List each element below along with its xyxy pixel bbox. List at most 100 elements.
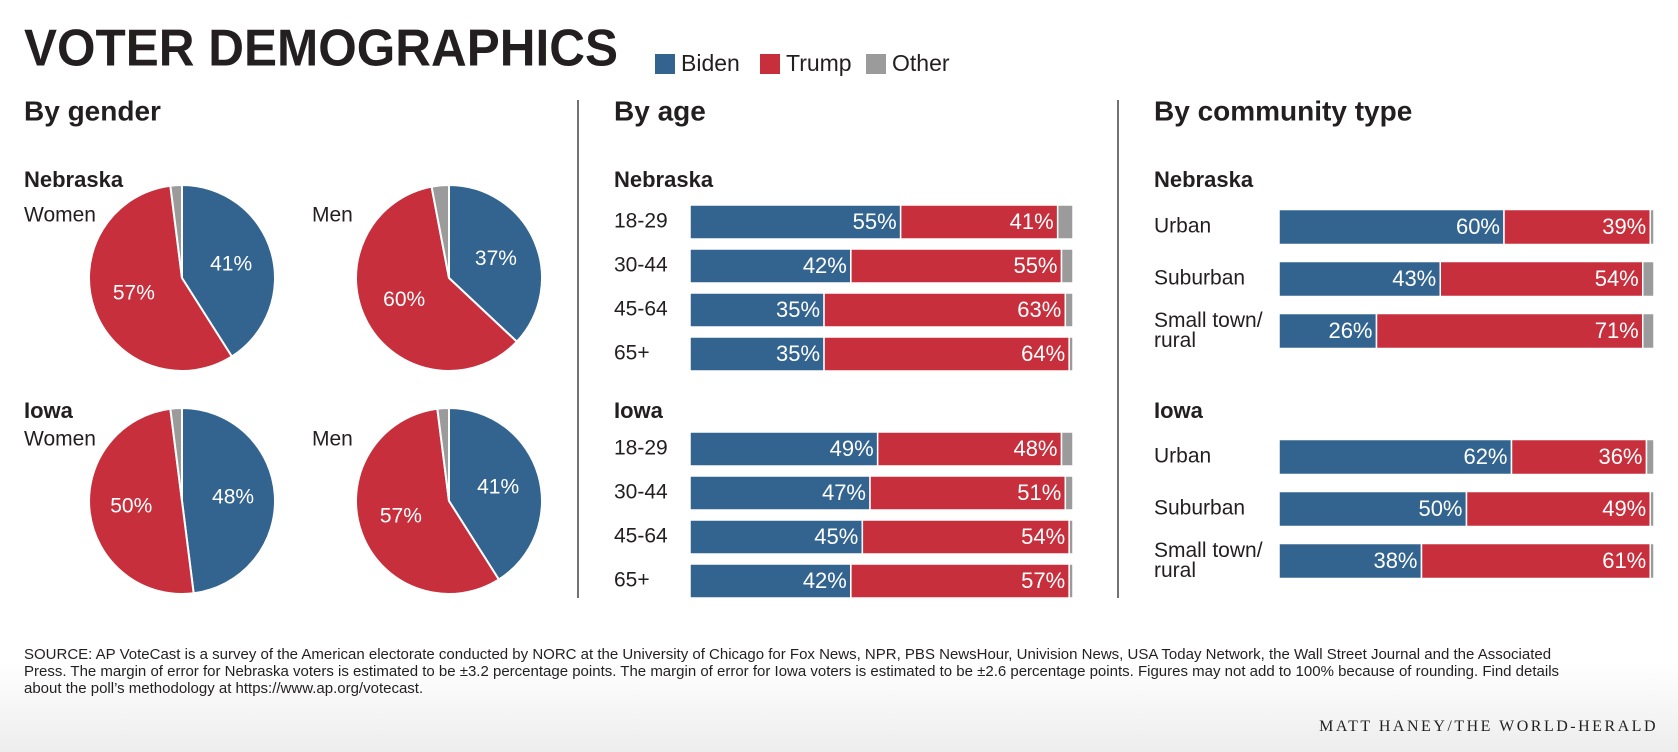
bar-segment: [1375, 312, 1644, 350]
state-label: Nebraska: [614, 167, 714, 192]
value-label: 37%: [475, 247, 517, 270]
bar-segment: [1068, 563, 1074, 599]
pie-slice: [169, 183, 183, 279]
category-label: Suburban: [1154, 267, 1245, 290]
category-label: 18-29: [614, 437, 668, 460]
value-label: 47%: [822, 480, 866, 505]
value-label: 60%: [383, 288, 425, 311]
bar-segment: [1642, 312, 1655, 350]
pie-label: Women: [24, 204, 96, 227]
bar-segment: [861, 519, 1070, 555]
value-label: 51%: [1017, 480, 1061, 505]
category-label: 30-44: [614, 254, 668, 277]
legend-swatch: [655, 54, 675, 74]
state-label: Nebraska: [1154, 167, 1254, 192]
bar-segment: [1278, 490, 1468, 528]
bar-segment: [689, 475, 871, 511]
category-label: 18-29: [614, 210, 668, 233]
bar-segment: [689, 431, 879, 467]
bar-segment: [1060, 431, 1074, 467]
legend-swatch: [866, 54, 886, 74]
bar-segment: [1064, 292, 1074, 328]
category-label: Small town/rural: [1154, 309, 1263, 352]
bar-segment: [899, 204, 1059, 240]
pie-slice: [88, 407, 195, 595]
value-label: 57%: [380, 504, 422, 527]
value-label: 60%: [1456, 214, 1500, 239]
value-label: 54%: [1021, 524, 1065, 549]
bar-segment: [823, 336, 1070, 372]
credit: MATT HANEY/THE WORLD-HERALD: [1319, 718, 1658, 735]
value-label: 36%: [1598, 444, 1642, 469]
value-label: 55%: [1013, 253, 1057, 278]
value-label: 35%: [776, 341, 820, 366]
bar-segment: [1465, 490, 1651, 528]
value-label: 45%: [814, 524, 858, 549]
value-label: 41%: [477, 476, 519, 499]
bar-segment: [689, 248, 852, 284]
bar-segment: [823, 292, 1067, 328]
state-label: Nebraska: [24, 167, 124, 192]
value-label: 64%: [1021, 341, 1065, 366]
value-label: 42%: [803, 253, 847, 278]
value-label: 62%: [1463, 444, 1507, 469]
section-title: By age: [614, 95, 706, 126]
value-label: 50%: [1418, 496, 1462, 521]
value-label: 71%: [1595, 318, 1639, 343]
category-label: Suburban: [1154, 497, 1245, 520]
value-label: 38%: [1373, 548, 1417, 573]
bar-segment: [850, 248, 1063, 284]
pie-slice: [436, 406, 450, 502]
pie-slice: [355, 407, 501, 595]
pie-slice: [448, 183, 543, 344]
chart: VOTER DEMOGRAPHICS Biden Trump Other By gen…: [24, 20, 1655, 599]
state-label: Iowa: [614, 398, 664, 423]
bar-segment: [1649, 490, 1655, 528]
bar-segment: [689, 519, 864, 555]
value-label: 35%: [776, 297, 820, 322]
category-label: Urban: [1154, 445, 1211, 468]
value-label: 57%: [1021, 568, 1065, 593]
pie-slice: [181, 406, 276, 595]
value-label: 41%: [210, 253, 252, 276]
category-label: 45-64: [614, 525, 668, 548]
value-label: 48%: [212, 486, 254, 509]
bar-segment: [876, 431, 1063, 467]
category-label: 65+: [614, 342, 650, 365]
bar-segment: [1278, 312, 1378, 350]
value-label: 54%: [1595, 266, 1639, 291]
bar-segment: [1642, 260, 1655, 298]
value-label: 55%: [853, 209, 897, 234]
category-label: Urban: [1154, 215, 1211, 238]
bar-segment: [1278, 542, 1423, 580]
state-label: Iowa: [1154, 398, 1204, 423]
pie-slice: [355, 185, 519, 372]
value-label: 49%: [830, 436, 874, 461]
pie-slice: [88, 184, 234, 372]
bar-segment: [689, 336, 825, 372]
bar-segment: [1056, 204, 1074, 240]
value-label: 63%: [1017, 297, 1061, 322]
bar-segment: [1278, 208, 1505, 246]
bar-segment: [1068, 519, 1074, 555]
value-label: 48%: [1013, 436, 1057, 461]
pie-slice: [430, 183, 450, 279]
bar-segment: [850, 563, 1070, 599]
bar-segment: [1060, 248, 1074, 284]
value-label: 43%: [1392, 266, 1436, 291]
bar-segment: [1645, 438, 1655, 476]
legend-label: Other: [892, 50, 950, 76]
category-label: 45-64: [614, 298, 668, 321]
bar-segment: [1649, 208, 1655, 246]
value-label: 42%: [803, 568, 847, 593]
legend-label: Biden: [681, 50, 740, 76]
bar-segment: [1420, 542, 1651, 580]
bar-segment: [1278, 438, 1513, 476]
value-label: 61%: [1602, 548, 1646, 573]
value-label: 39%: [1602, 214, 1646, 239]
bar-segment: [1068, 336, 1074, 372]
value-label: 26%: [1328, 318, 1372, 343]
category-label: 65+: [614, 569, 650, 592]
pie-label: Men: [312, 428, 353, 451]
